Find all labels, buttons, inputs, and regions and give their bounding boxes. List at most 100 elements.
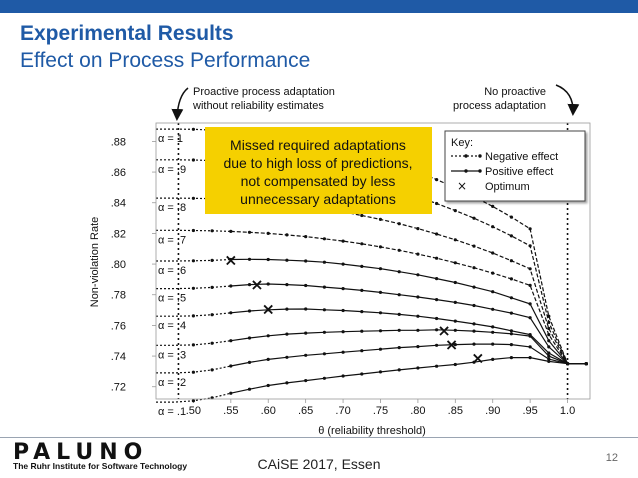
series-point bbox=[528, 334, 532, 338]
legend-optimum-icon: × bbox=[457, 179, 467, 193]
x-tick-label: .95 bbox=[522, 405, 537, 417]
series-point bbox=[360, 288, 364, 292]
series-point bbox=[416, 328, 420, 332]
series-point bbox=[547, 333, 551, 337]
right-line-label-1: No proactive bbox=[484, 86, 546, 98]
series-point bbox=[435, 316, 439, 321]
series-point bbox=[397, 312, 401, 316]
legend-positive-label: Positive effect bbox=[485, 166, 553, 178]
top-accent-bar bbox=[0, 0, 638, 13]
series-point bbox=[191, 158, 195, 162]
x-axis-label: θ (reliability threshold) bbox=[318, 425, 426, 437]
series-point bbox=[304, 379, 308, 383]
left-line-label-1: Proactive process adaptation bbox=[193, 86, 335, 98]
right-line-label-2: process adaptation bbox=[453, 100, 546, 112]
series-point bbox=[509, 259, 513, 263]
series-point bbox=[435, 178, 439, 182]
series-point bbox=[435, 277, 439, 281]
x-tick-label: 1.0 bbox=[560, 405, 575, 417]
series-point bbox=[547, 345, 551, 349]
series-point bbox=[304, 259, 308, 263]
legend-negative-dot bbox=[464, 154, 468, 158]
legend-positive-dot bbox=[464, 169, 468, 173]
y-tick-label: .86 bbox=[111, 167, 126, 179]
series-point bbox=[528, 244, 532, 248]
series-label: α = .8 bbox=[158, 202, 186, 214]
series-label: α = 1 bbox=[158, 133, 183, 145]
series-point bbox=[229, 311, 233, 315]
callout-line-2: due to high loss of predictions, bbox=[223, 155, 412, 171]
series-point bbox=[491, 342, 495, 346]
series-point bbox=[509, 277, 513, 281]
legend-negative-dot-end bbox=[478, 154, 482, 158]
series-point bbox=[509, 329, 513, 333]
series-point bbox=[509, 234, 513, 238]
series-point bbox=[247, 336, 252, 340]
series-point bbox=[509, 343, 513, 347]
series-point bbox=[247, 257, 252, 261]
series-point bbox=[435, 328, 439, 332]
series-point bbox=[547, 357, 551, 361]
series-point bbox=[491, 330, 495, 334]
series-point bbox=[453, 319, 457, 323]
series-point bbox=[453, 209, 457, 213]
series-point bbox=[191, 399, 195, 403]
legend-optimum-label: Optimum bbox=[485, 181, 530, 193]
series-point bbox=[247, 283, 252, 287]
series-point bbox=[341, 262, 345, 266]
series-point bbox=[453, 343, 457, 347]
optimum-marker: × bbox=[224, 251, 237, 270]
series-point bbox=[360, 329, 364, 333]
series-point bbox=[528, 345, 532, 349]
series-point bbox=[304, 331, 308, 335]
paluno-logo: PALUNO bbox=[13, 440, 149, 465]
y-axis-label: Non-violation Rate bbox=[89, 217, 101, 308]
series-point bbox=[266, 282, 270, 286]
series-point bbox=[285, 258, 289, 262]
y-tick-label: .80 bbox=[111, 259, 126, 271]
series-point bbox=[378, 267, 383, 271]
series-point bbox=[360, 242, 364, 246]
series-point bbox=[491, 307, 495, 311]
series-line-tail bbox=[230, 357, 587, 394]
series-point bbox=[322, 376, 326, 380]
series-label: α = .9 bbox=[158, 164, 186, 176]
series-point bbox=[285, 233, 289, 237]
callout-box: Missed required adaptations due to high … bbox=[205, 127, 432, 214]
series-point bbox=[304, 235, 308, 239]
series-point bbox=[266, 334, 270, 338]
optimum-marker: × bbox=[471, 349, 484, 368]
series-point bbox=[191, 370, 195, 374]
series-line-tail bbox=[230, 198, 587, 365]
series-point bbox=[191, 127, 195, 131]
series-point bbox=[229, 229, 233, 233]
series-point bbox=[547, 354, 551, 358]
series-point bbox=[435, 364, 439, 368]
series-point bbox=[285, 381, 289, 385]
optimum-marker: × bbox=[250, 275, 263, 294]
series-point bbox=[210, 285, 214, 289]
series-point bbox=[210, 368, 214, 372]
series-label: α = .6 bbox=[158, 265, 186, 277]
series-point bbox=[360, 213, 364, 218]
series-point bbox=[229, 364, 233, 368]
y-tick-label: .74 bbox=[111, 351, 126, 363]
y-tick-label: .78 bbox=[111, 290, 126, 302]
plot-frame bbox=[155, 122, 591, 400]
series-point bbox=[472, 285, 476, 289]
series-point bbox=[509, 215, 513, 219]
series-line-tail bbox=[230, 329, 587, 365]
series-point bbox=[341, 350, 345, 354]
series-point bbox=[397, 248, 401, 252]
series-point bbox=[547, 359, 551, 363]
series-point bbox=[341, 287, 345, 291]
series-point bbox=[491, 271, 495, 275]
legend-positive-dot-end bbox=[478, 169, 482, 173]
x-tick-label: .80 bbox=[410, 405, 425, 417]
series-point bbox=[304, 283, 308, 288]
series-point bbox=[247, 230, 252, 234]
series-point bbox=[378, 311, 383, 315]
footer-conference: CAiSE 2017, Essen bbox=[257, 456, 381, 472]
right-line-arrow bbox=[555, 84, 580, 116]
y-tick-label: .88 bbox=[111, 136, 126, 148]
